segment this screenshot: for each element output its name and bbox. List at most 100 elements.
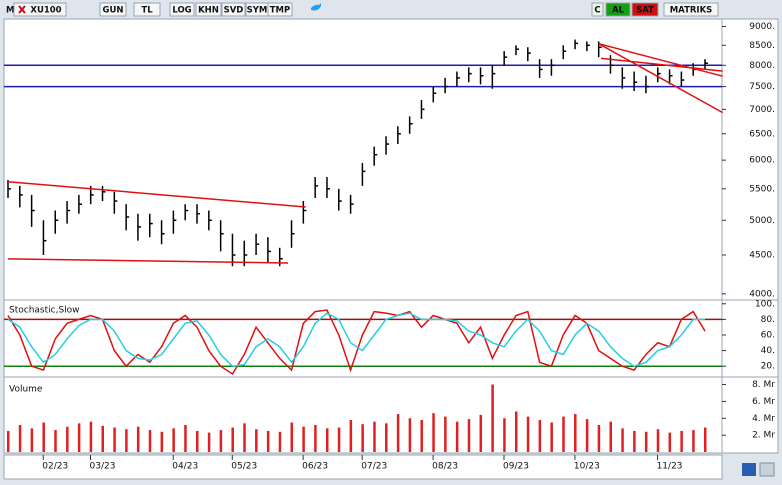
toolbar-button[interactable] xyxy=(195,2,222,17)
y-tick-label: 8500. xyxy=(749,41,775,51)
volume-bar xyxy=(77,423,81,452)
volume-bar xyxy=(585,419,589,452)
volume-bar xyxy=(325,428,329,452)
y-tick-label: 7000. xyxy=(749,105,775,115)
toolbar-button[interactable] xyxy=(591,2,604,17)
toolbar-button[interactable] xyxy=(133,2,161,17)
y-tick-label: 100. xyxy=(755,299,775,309)
volume-bar xyxy=(704,427,707,452)
panel-title: Volume xyxy=(9,385,43,395)
x-tick-label: 09/23 xyxy=(503,462,529,472)
volume-bar xyxy=(597,425,601,452)
toolbar-label: SYM xyxy=(247,6,268,16)
volume-bar xyxy=(396,414,400,452)
y-tick-label: 5500. xyxy=(749,184,775,194)
volume-bar xyxy=(574,414,577,452)
volume-bar xyxy=(479,414,483,452)
volume-bar xyxy=(609,421,612,452)
y-tick-label: 20. xyxy=(761,362,775,372)
toolbar-label: AL xyxy=(612,6,625,16)
volume-bar xyxy=(302,426,305,452)
volume-bar xyxy=(18,425,22,452)
toolbar-label: SVD xyxy=(224,6,244,16)
x-tick-label: 03/23 xyxy=(90,462,116,472)
x-tick-label: 10/23 xyxy=(574,462,600,472)
toolbar-label: TL xyxy=(141,6,153,16)
x-tick-label: 02/23 xyxy=(42,462,68,472)
toolbar-label: GUN xyxy=(103,6,124,16)
volume-bar xyxy=(148,430,152,452)
volume-bar xyxy=(278,431,282,452)
toolbar-button[interactable] xyxy=(221,2,246,17)
volume-bar xyxy=(207,432,211,452)
y-tick-label: 9000. xyxy=(749,22,775,32)
volume-bar xyxy=(680,430,683,452)
volume-bar xyxy=(243,423,246,452)
volume-bar xyxy=(491,384,494,452)
toolbar-label: MATRIKS xyxy=(670,6,713,16)
volume-bar xyxy=(160,431,164,452)
volume-bar xyxy=(455,421,459,452)
volume-bar xyxy=(373,421,376,452)
toolbar-button[interactable] xyxy=(663,2,719,17)
volume-bar xyxy=(692,430,695,452)
volume-bar xyxy=(526,416,530,452)
x-tick-label: 07/23 xyxy=(361,462,387,472)
time-axis xyxy=(3,454,723,480)
x-tick-label: 06/23 xyxy=(302,462,328,472)
toolbar-button[interactable] xyxy=(169,2,195,17)
volume-bar xyxy=(349,419,353,452)
y-tick-label: 5000. xyxy=(749,216,775,226)
toolbar-label: SAT xyxy=(636,6,654,16)
stochastic-line xyxy=(7,309,706,376)
volume-bar xyxy=(42,422,45,452)
y-tick-label: 8000. xyxy=(749,61,775,71)
volume-bar xyxy=(196,430,199,452)
y-tick-label: 2. Mr xyxy=(752,431,775,441)
volume-bar xyxy=(266,430,270,452)
twitter-icon[interactable] xyxy=(311,3,321,11)
y-tick-label: 4. Mr xyxy=(752,414,775,424)
y-tick-label: 40. xyxy=(761,346,775,356)
volume-bar xyxy=(314,425,317,452)
toolbar-button[interactable] xyxy=(267,2,293,17)
volume-bar xyxy=(562,416,565,452)
volume-bar xyxy=(30,428,34,452)
toolbar-button[interactable] xyxy=(605,2,631,17)
volume-bar xyxy=(66,426,69,452)
volume-bar xyxy=(113,427,116,452)
y-tick-label: 6000. xyxy=(749,156,775,166)
volume-bar xyxy=(668,432,672,452)
toolbar-label: KHN xyxy=(198,6,219,16)
settings-button[interactable] xyxy=(759,462,775,477)
volume-bar xyxy=(656,429,660,452)
toolbar-button[interactable] xyxy=(631,2,659,17)
sync-button[interactable] xyxy=(742,463,756,476)
volume-bar xyxy=(7,430,10,452)
x-tick-label: 04/23 xyxy=(172,462,198,472)
y-tick-label: 4500. xyxy=(749,251,775,261)
toolbar-button[interactable] xyxy=(99,2,127,17)
trend-line xyxy=(600,57,723,72)
close-icon xyxy=(18,5,26,14)
toolbar: M XU100 GUN TL LOG KHN SVD SYM TMP C AL SAT MATRIKS xyxy=(6,2,719,17)
volume-bar xyxy=(514,411,518,452)
volume-bar xyxy=(290,422,294,452)
volume-bar xyxy=(550,422,553,452)
toolbar-button[interactable] xyxy=(13,2,67,17)
volume-bar xyxy=(432,413,435,452)
volume-bar xyxy=(101,425,105,452)
volume-bar xyxy=(219,430,223,452)
stochastic-line xyxy=(7,312,705,368)
volume-bar xyxy=(361,424,364,452)
volume-bar xyxy=(337,427,341,452)
volume-bar xyxy=(54,430,57,452)
volume-bar xyxy=(408,418,412,452)
axis-area xyxy=(721,18,779,454)
volume-bar xyxy=(255,429,258,452)
volume-bar xyxy=(125,429,128,452)
x-tick-label: 05/23 xyxy=(231,462,257,472)
volume-bar xyxy=(621,428,624,452)
toolbar-label: C xyxy=(594,6,600,16)
